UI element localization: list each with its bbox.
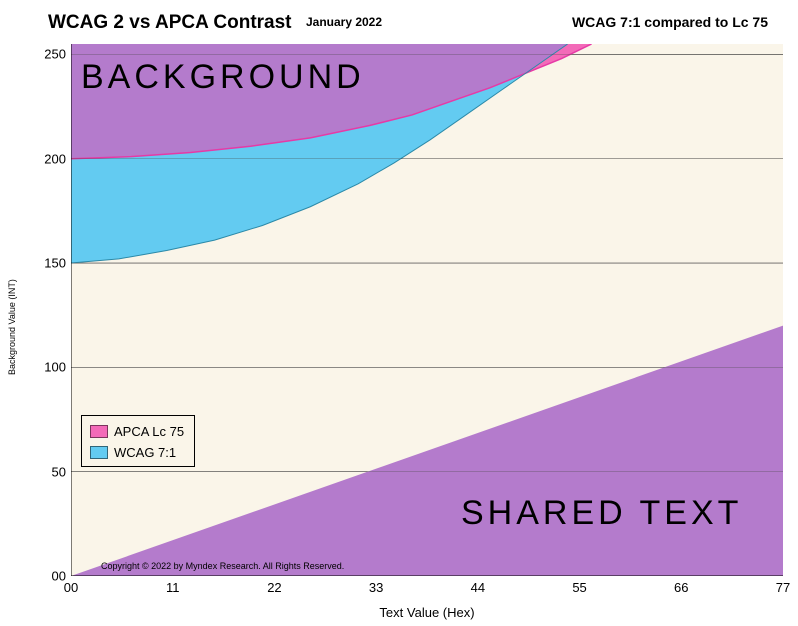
legend-swatch: [90, 446, 108, 459]
x-tick: 66: [674, 580, 688, 595]
y-tick: 100: [36, 360, 66, 375]
shared-text-region-label: SHARED TEXT: [461, 494, 742, 533]
x-tick: 55: [572, 580, 586, 595]
legend-item: APCA Lc 75: [90, 424, 184, 439]
x-tick: 00: [64, 580, 78, 595]
legend-swatch: [90, 425, 108, 438]
legend-label: APCA Lc 75: [114, 424, 184, 439]
y-tick: 250: [36, 47, 66, 62]
background-region-label: BACKGROUND: [81, 58, 365, 97]
copyright-text: Copyright © 2022 by Myndex Research. All…: [101, 561, 344, 571]
legend-item: WCAG 7:1: [90, 445, 184, 460]
x-tick: 33: [369, 580, 383, 595]
x-tick: 11: [166, 580, 180, 595]
legend-label: WCAG 7:1: [114, 445, 176, 460]
x-tick: 22: [267, 580, 281, 595]
x-axis-label: Text Value (Hex): [379, 605, 474, 620]
y-tick: 150: [36, 256, 66, 271]
legend: APCA Lc 75 WCAG 7:1: [81, 415, 195, 467]
chart-date: January 2022: [306, 15, 382, 29]
y-tick: 00: [36, 569, 66, 584]
x-tick: 44: [471, 580, 485, 595]
x-tick: 77: [776, 580, 790, 595]
y-axis-label: Background Value (INT): [7, 279, 17, 375]
chart-header: WCAG 2 vs APCA Contrast January 2022 WCA…: [48, 12, 778, 42]
y-tick: 200: [36, 151, 66, 166]
chart-title: WCAG 2 vs APCA Contrast: [48, 12, 292, 34]
y-tick: 50: [36, 464, 66, 479]
chart-subtitle: WCAG 7:1 compared to Lc 75: [572, 14, 768, 30]
